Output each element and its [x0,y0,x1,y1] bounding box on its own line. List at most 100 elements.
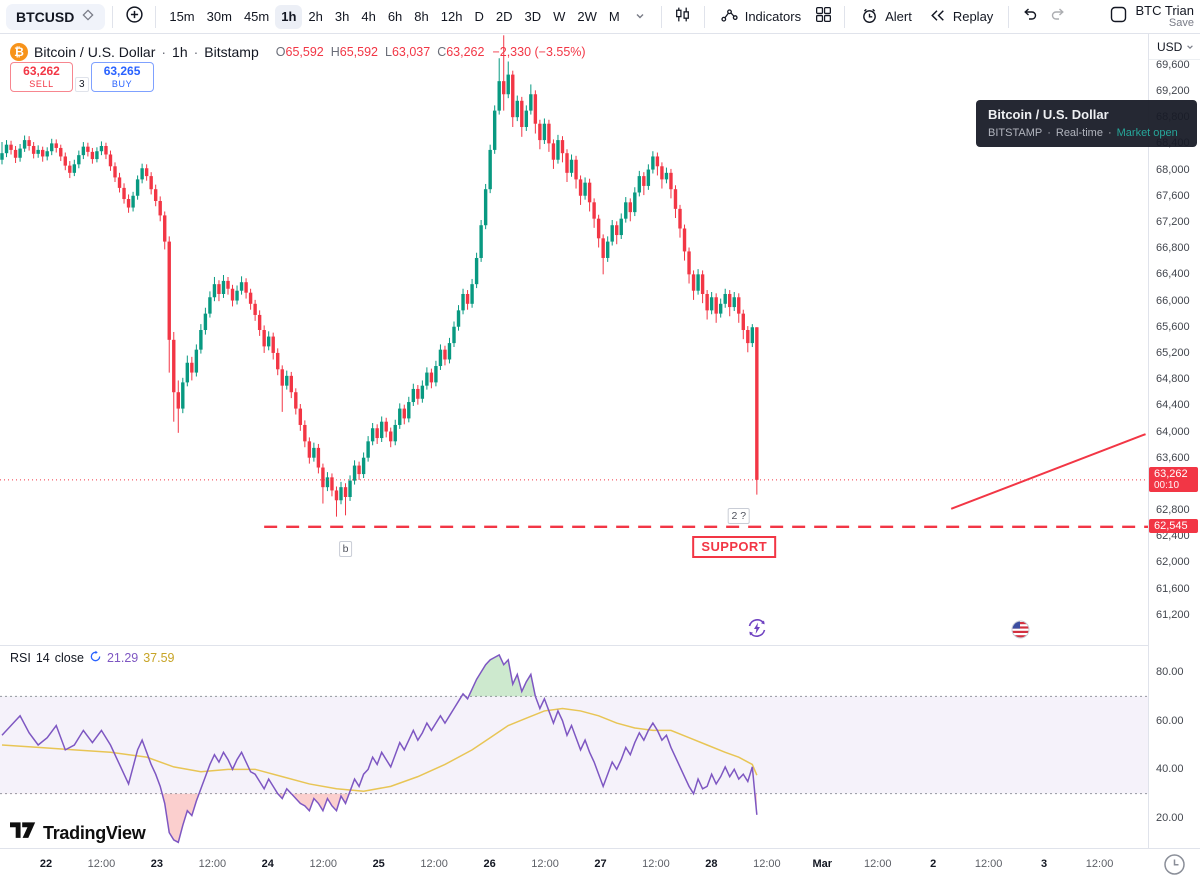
indicators-icon [720,6,739,28]
price-tick: 65,600 [1156,320,1190,333]
interval-15m[interactable]: 15m [169,9,195,24]
sell-price: 63,262 [23,63,60,78]
indicators-button[interactable]: Indicators [712,3,809,31]
price-tick: 69,600 [1156,58,1190,71]
price-tick: 62,400 [1156,530,1190,543]
compare-add-button[interactable] [120,3,148,31]
rsi-scale-tick: 60.00 [1156,714,1184,727]
timezone-clock-icon[interactable] [1163,853,1186,880]
layout-checkbox-icon[interactable] [1110,6,1127,28]
chevron-down-icon [635,8,645,26]
replay-button[interactable]: Replay [920,3,1001,31]
legend-interval: 1h [172,44,188,60]
price-tick: 63,600 [1156,451,1190,464]
chart-pane: ₿ Bitcoin / U.S. Dollar · 1h · Bitstamp … [0,34,1148,848]
time-tick: 12:00 [87,858,116,870]
dot-separator: · [161,44,167,60]
legend-title: Bitcoin / U.S. Dollar [34,44,156,60]
alert-button[interactable]: Alert [852,3,920,31]
interval-2D[interactable]: 2D [495,9,513,24]
rsi-name: RSI [10,651,31,665]
currency-selector[interactable]: USD [1149,34,1200,60]
divider [155,5,157,28]
rsi-length: 14 [35,651,50,665]
low-label: L [385,45,392,59]
close-value: 63,262 [446,45,485,59]
interval-12h[interactable]: 12h [440,9,463,24]
chart-marker[interactable]: b [338,541,353,558]
time-tick: 12:00 [642,858,670,870]
price-tick: 61,600 [1156,582,1190,595]
interval-1h[interactable]: 1h [275,4,303,29]
interval-menu-button[interactable] [626,3,654,31]
rsi-source: close [54,651,84,665]
buy-button[interactable]: 63,265 BUY [90,62,154,92]
layout-name-block[interactable]: BTC Trian Save [1135,4,1194,30]
symbol-legend[interactable]: ₿ Bitcoin / U.S. Dollar · 1h · Bitstamp … [10,43,586,61]
symbol-button[interactable]: BTCUSD [6,3,106,30]
support-annotation[interactable]: SUPPORT [692,535,777,558]
divider [844,5,846,28]
currency-label: USD [1157,39,1183,54]
spread-value: 3 [75,77,89,92]
buy-label: BUY [111,78,133,89]
symbol-marker-icon [81,8,95,25]
interval-4h[interactable]: 4h [361,9,376,24]
support-axis-label: 62,545 [1149,518,1198,533]
buy-price: 63,265 [103,63,141,78]
interval-3h[interactable]: 3h [334,9,350,24]
rsi-scale-tick: 40.00 [1156,763,1184,776]
layout-grid-button[interactable] [809,3,837,31]
undo-button[interactable] [1016,3,1044,31]
time-tick: 26 [483,858,496,870]
tradingview-logo[interactable]: TradingView [10,822,146,844]
interval-2h[interactable]: 2h [308,9,323,24]
interval-M[interactable]: M [608,9,620,24]
chart-style-button[interactable] [669,3,697,31]
replay-icon [928,6,947,28]
layout-name: BTC Trian [1135,3,1194,17]
top-toolbar: BTCUSD 15m 30m 45m 1h 2h 3h 4h 6h 8h 12h D 2D 3D W 2W M [0,0,1200,34]
time-axis[interactable]: 22 12:00 23 12:00 24 12:00 25 12:00 26 12:00 27 12:… [0,848,1200,880]
interval-8h[interactable]: 8h [414,9,429,24]
time-tick: 23 [150,858,164,870]
redo-button[interactable] [1044,3,1072,31]
chart-canvas[interactable] [0,34,1148,848]
interval-D[interactable]: D [474,9,484,24]
dot-separator: · [193,44,199,60]
cycle-lightning-icon[interactable] [745,616,769,645]
time-tick: 24 [261,858,274,870]
price-axis[interactable]: USD 69,600 69,200 68,800 68,400 68,000 67,600… [1148,34,1200,848]
ohlc-readout: O 65,592 H 65,592 L 63,037 C 63,262 −2,330 (… [269,45,586,59]
time-tick: 12:00 [1085,858,1114,870]
price-tick: 68,400 [1156,137,1190,150]
chevron-down-icon [1186,40,1194,54]
us-flag-event-icon[interactable] [1011,620,1030,644]
interval-6h[interactable]: 6h [387,9,403,24]
candles-icon [673,5,692,29]
interval-30m[interactable]: 30m [206,9,232,24]
interval-W[interactable]: W [553,9,566,24]
time-tick: 22 [39,858,53,870]
sell-button[interactable]: 63,262 SELL [10,62,73,92]
time-tick: 27 [594,858,607,870]
interval-3D[interactable]: 3D [524,9,542,24]
interval-group: 15m 30m 45m 1h 2h 3h 4h 6h 8h 12h D 2D 3D W 2W M [163,4,625,29]
refresh-icon[interactable] [89,650,102,666]
price-tick: 66,000 [1156,294,1190,307]
alarm-clock-icon [860,6,879,28]
save-button[interactable]: Save [1168,16,1194,29]
price-tick: 68,000 [1156,163,1190,176]
time-tick: Mar [812,858,833,870]
price-tick: 68,800 [1156,111,1190,124]
interval-45m[interactable]: 45m [243,9,270,24]
time-tick: 12:00 [198,858,227,870]
open-value: 65,592 [285,45,324,59]
chart-marker[interactable]: 2 ? [727,507,751,524]
rsi-legend[interactable]: RSI 14 close 21.29 37.59 [10,650,175,666]
interval-2W[interactable]: 2W [577,9,597,24]
redo-icon [1049,5,1067,28]
time-tick: 12:00 [753,858,781,870]
sell-label: SELL [29,78,54,89]
